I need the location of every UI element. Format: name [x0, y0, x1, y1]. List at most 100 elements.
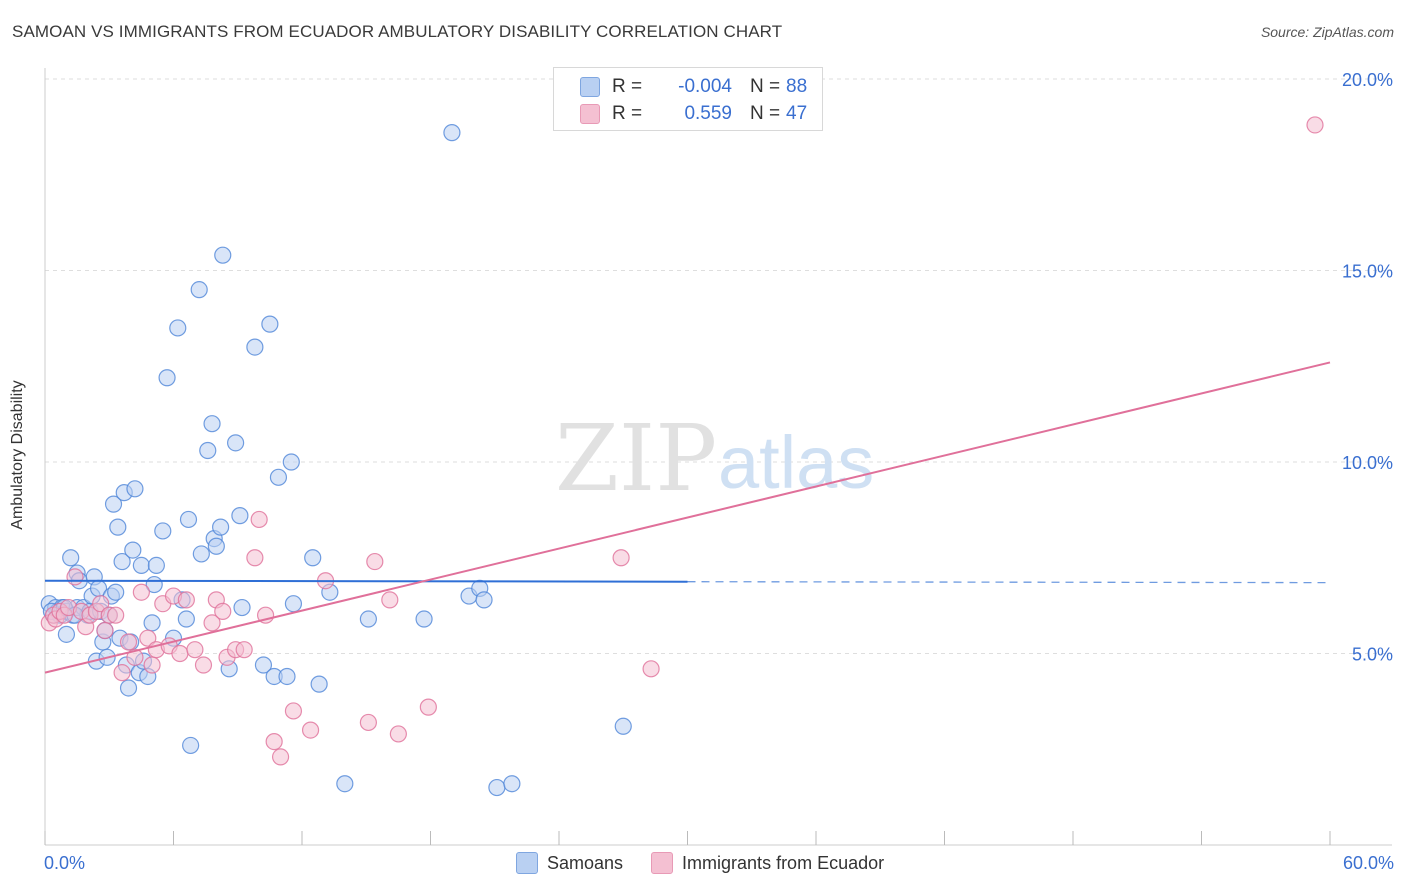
samoans-point [246, 338, 264, 356]
samoans-point [282, 453, 300, 471]
ecuador-point [139, 629, 157, 647]
samoans-point [126, 480, 144, 498]
ecuador-point [186, 641, 204, 659]
legend-n-label: N = [750, 103, 781, 124]
ecuador-point [381, 591, 399, 609]
legend-row-ecuador: R = 0.559 N = 47 [580, 103, 807, 125]
samoans-point [284, 595, 303, 613]
series-legend: Samoans Immigrants from Ecuador [516, 852, 912, 874]
ecuador-point [143, 656, 161, 674]
watermark: ZIP atlas [555, 405, 874, 512]
samoans-point [203, 415, 221, 433]
ecuador-point [107, 606, 125, 624]
samoans-point [62, 549, 80, 567]
samoans-point [199, 441, 217, 460]
samoans-point [143, 614, 161, 632]
samoans-points [40, 124, 632, 797]
legend-r-label: R = [612, 103, 643, 124]
samoans-trend-line [44, 579, 688, 583]
samoans-point [214, 246, 232, 264]
ecuador-point [612, 549, 630, 567]
samoans-point [177, 610, 195, 628]
legend-item-samoans[interactable]: Samoans [516, 852, 623, 874]
y-axis-title: Ambulatory Disability [9, 380, 26, 530]
trend-lines [44, 361, 1331, 674]
samoans-point [443, 124, 461, 142]
watermark-atlas: atlas [718, 421, 874, 504]
ecuador-point [113, 664, 131, 682]
samoans-point [154, 522, 172, 540]
samoans-point [231, 507, 249, 525]
ecuador-points [40, 116, 1324, 766]
ecuador-point [214, 602, 232, 620]
chart-source: Source: ZipAtlas.com [1260, 24, 1394, 40]
samoans-point [192, 545, 210, 563]
samoans-point [57, 625, 76, 643]
ecuador-point [366, 552, 384, 571]
ecuador-point [96, 621, 114, 640]
samoans-point [503, 775, 521, 793]
ecuador-point [284, 702, 303, 720]
legend-label-samoans: Samoans [547, 852, 624, 873]
axes [44, 68, 1392, 846]
ecuador-point [250, 510, 268, 529]
legend-n-value-samoans: 88 [786, 76, 808, 97]
legend-item-ecuador[interactable]: Immigrants from Ecuador [651, 852, 884, 874]
legend-row-samoans: R = -0.004 N = 88 [580, 76, 807, 98]
y-tick-label: 15.0% [1342, 262, 1393, 282]
samoans-point [212, 518, 230, 536]
samoans-point [190, 281, 208, 299]
samoans-point [475, 591, 493, 609]
legend-swatch-samoans [516, 852, 538, 874]
samoans-point [233, 598, 251, 617]
samoans-point [359, 610, 377, 628]
ecuador-point [642, 660, 660, 678]
y-tick-label: 5.0% [1352, 645, 1393, 665]
ecuador-point [419, 698, 437, 716]
x-axis-min-label: 0.0% [44, 853, 86, 873]
ecuador-point [126, 648, 144, 666]
samoans-point [227, 434, 245, 452]
ecuador-point [132, 583, 150, 601]
samoans-point [310, 675, 328, 693]
legend-r-value-ecuador: 0.559 [684, 103, 732, 124]
samoans-point [488, 778, 506, 797]
samoans-point [107, 583, 125, 601]
samoans-point [124, 541, 142, 559]
samoans-point [169, 319, 187, 337]
ecuador-point [92, 595, 110, 613]
watermark-zip: ZIP [555, 405, 717, 512]
legend-swatch-samoans [580, 77, 600, 97]
ecuador-point [119, 633, 138, 651]
ecuador-point [235, 641, 253, 659]
ecuador-point [177, 591, 195, 609]
y-tick-label: 20.0% [1342, 70, 1393, 90]
legend-swatch-ecuador [580, 104, 600, 124]
samoans-point [254, 656, 273, 674]
ecuador-point [171, 644, 189, 663]
legend-label-ecuador: Immigrants from Ecuador [682, 852, 885, 873]
legend-swatch-ecuador [651, 852, 674, 874]
samoans-point [119, 679, 138, 697]
ecuador-trend-line [44, 361, 1331, 674]
samoans-trend-extension [687, 581, 1331, 584]
ecuador-point [1306, 116, 1324, 134]
ecuador-point [203, 614, 221, 632]
samoans-point [113, 552, 131, 571]
legend-n-label: N = [750, 76, 781, 97]
samoans-point [614, 717, 632, 735]
samoans-point [261, 315, 279, 333]
samoans-point [109, 518, 127, 536]
samoans-point [304, 549, 322, 567]
samoans-point [179, 510, 198, 529]
ecuador-point [265, 732, 283, 751]
ecuador-point [359, 713, 377, 732]
chart-title: SAMOAN VS IMMIGRANTS FROM ECUADOR AMBULA… [12, 22, 783, 41]
correlation-legend: R = -0.004 N = 88 R = 0.559 N = 47 [553, 67, 823, 131]
samoans-point [182, 736, 200, 755]
ecuador-point [246, 549, 264, 567]
ecuador-point [389, 725, 407, 743]
samoans-point [132, 556, 150, 575]
samoans-point [104, 495, 123, 513]
